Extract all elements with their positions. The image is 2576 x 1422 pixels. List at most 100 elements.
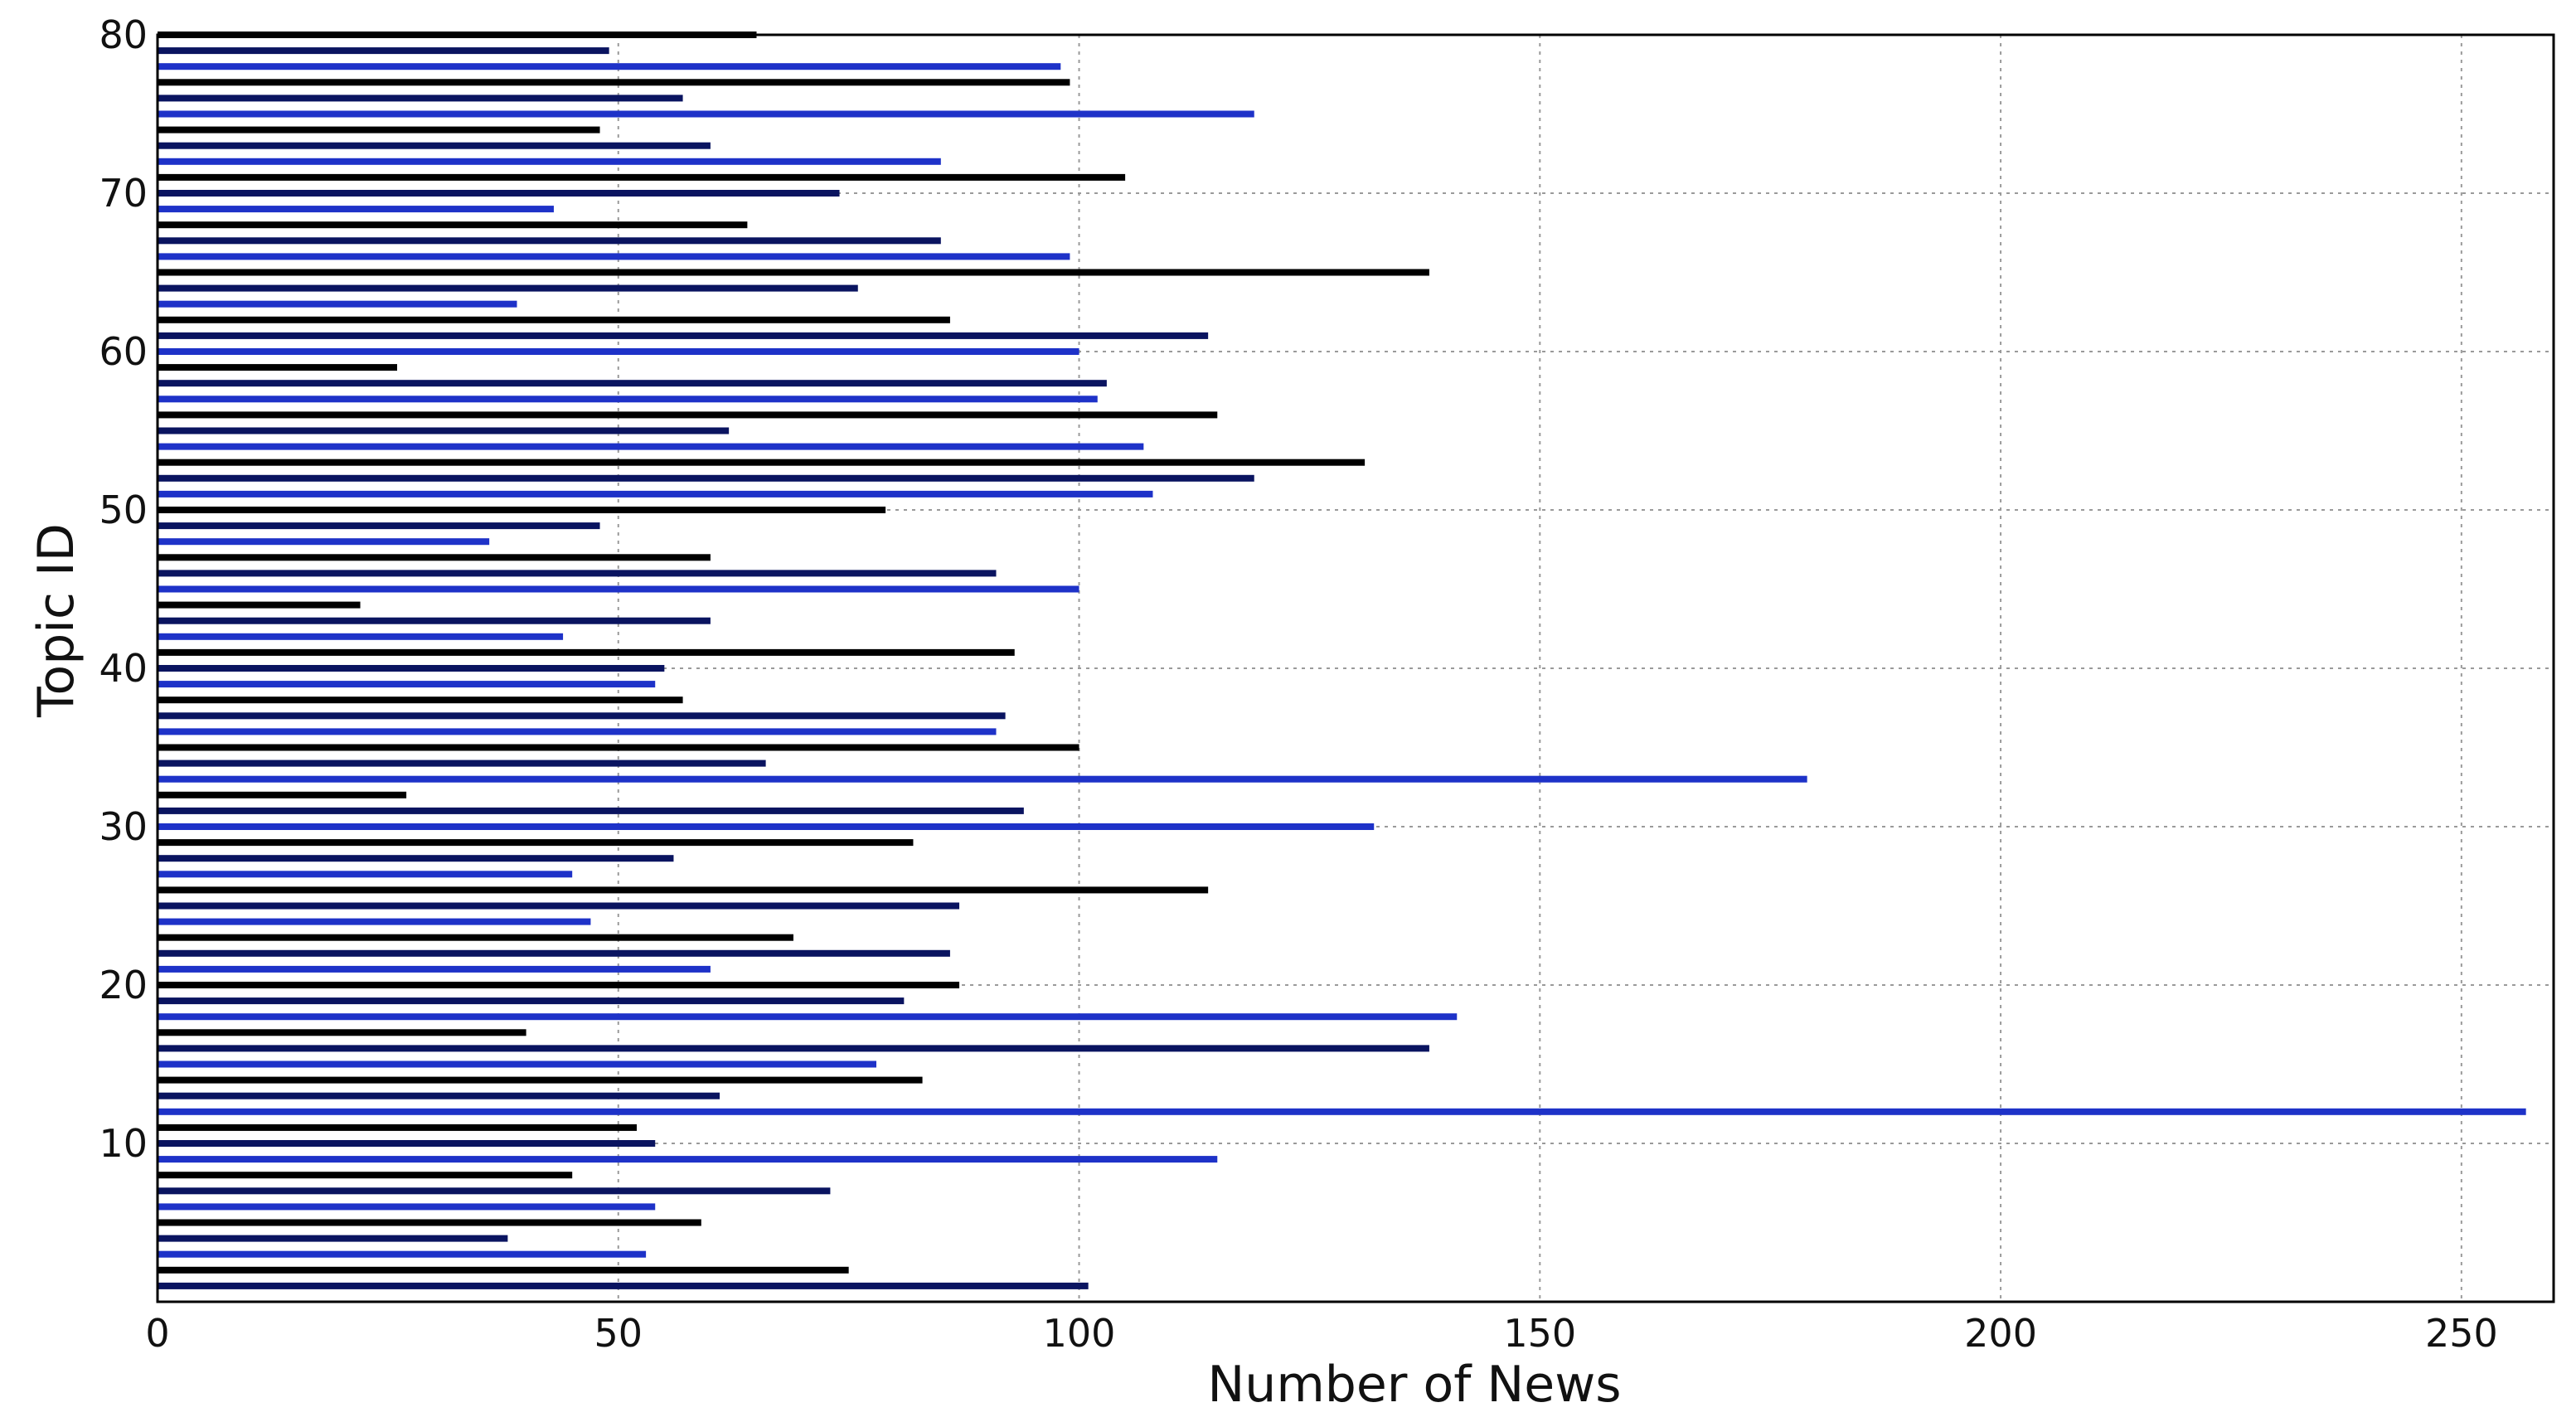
bar-topic-28 — [158, 855, 674, 862]
bar-topic-47 — [158, 554, 711, 561]
bar-topic-1 — [158, 1282, 1089, 1289]
bar-topic-71 — [158, 173, 1126, 181]
bar-topic-29 — [158, 839, 914, 847]
bar-topic-44 — [158, 601, 361, 609]
bar-topic-75 — [158, 110, 1254, 118]
bar-topic-22 — [158, 949, 950, 957]
bar-topic-49 — [158, 522, 600, 530]
bar-topic-79 — [158, 47, 609, 55]
bar-topic-53 — [158, 459, 1366, 466]
x-tick-label: 100 — [1043, 1311, 1116, 1356]
y-tick-label: 30 — [99, 804, 148, 849]
bar-topic-66 — [158, 253, 1070, 260]
bar-topic-6 — [158, 1203, 656, 1211]
plot-frame — [156, 33, 2555, 1303]
y-axis-label: Topic ID — [27, 523, 85, 718]
bar-topic-3 — [158, 1250, 647, 1258]
bar-topic-78 — [158, 63, 1061, 70]
bar-topic-38 — [158, 696, 683, 704]
bar-topic-34 — [158, 760, 766, 767]
bar-topic-54 — [158, 443, 1144, 450]
y-tick-label: 80 — [99, 12, 148, 57]
bar-topic-60 — [158, 347, 1079, 356]
bar-topic-69 — [158, 206, 554, 213]
bar-topic-48 — [158, 538, 490, 546]
bar-topic-45 — [158, 585, 1079, 593]
bar-topic-20 — [158, 981, 960, 989]
y-tick-label: 20 — [99, 963, 148, 1007]
y-tick-label: 40 — [99, 646, 148, 691]
bar-topic-21 — [158, 965, 711, 973]
bar-topic-63 — [158, 300, 517, 308]
bar-topic-9 — [158, 1156, 1218, 1163]
bar-topic-27 — [158, 871, 573, 878]
bar-topic-37 — [158, 712, 1006, 720]
bar-topic-10 — [158, 1139, 656, 1148]
bar-topic-32 — [158, 791, 407, 798]
bar-topic-61 — [158, 332, 1209, 339]
bar-topic-25 — [158, 902, 960, 910]
x-tick-label: 150 — [1503, 1311, 1576, 1356]
bar-series — [158, 31, 2526, 1289]
bar-topic-33 — [158, 775, 1807, 783]
bar-topic-13 — [158, 1092, 720, 1099]
bar-topic-12 — [158, 1108, 2526, 1115]
bar-topic-4 — [158, 1235, 508, 1242]
y-tick-label: 10 — [99, 1121, 148, 1166]
bar-topic-19 — [158, 997, 905, 1005]
bar-topic-26 — [158, 886, 1209, 894]
y-tick-label: 60 — [99, 329, 148, 374]
bar-topic-2 — [158, 1266, 849, 1274]
bar-topic-14 — [158, 1076, 923, 1084]
bar-topic-36 — [158, 728, 997, 735]
bar-topic-68 — [158, 221, 748, 229]
x-tick-labels: 0 50 100 150 200 250 — [145, 1311, 2497, 1356]
bar-topic-17 — [158, 1029, 526, 1036]
x-tick-label: 250 — [2425, 1311, 2498, 1356]
bar-topic-35 — [158, 744, 1079, 751]
bar-topic-11 — [158, 1124, 637, 1131]
bar-topic-65 — [158, 269, 1429, 276]
x-tick-label: 50 — [594, 1311, 643, 1356]
bar-topic-76 — [158, 95, 683, 102]
bar-topic-18 — [158, 1013, 1458, 1021]
bar-topic-23 — [158, 934, 793, 941]
bar-topic-70 — [158, 189, 840, 197]
y-tick-label: 70 — [99, 171, 148, 216]
x-axis-label: Number of News — [1207, 1356, 1621, 1414]
bar-topic-39 — [158, 681, 656, 688]
bar-topic-59 — [158, 364, 397, 371]
y-tick-labels: 10 20 30 40 50 60 70 80 — [99, 12, 148, 1166]
bar-topic-58 — [158, 380, 1107, 387]
bar-topic-64 — [158, 284, 858, 292]
bar-topic-24 — [158, 918, 591, 925]
bar-topic-43 — [158, 617, 711, 624]
bar-topic-57 — [158, 396, 1098, 403]
bar-topic-74 — [158, 126, 600, 133]
bar-topic-51 — [158, 490, 1153, 497]
bar-topic-42 — [158, 633, 564, 640]
bar-topic-15 — [158, 1060, 876, 1068]
bar-topic-56 — [158, 411, 1218, 419]
bar-topic-40 — [158, 664, 665, 672]
bar-topic-30 — [158, 823, 1375, 831]
bar-topic-67 — [158, 237, 941, 245]
bar-topic-62 — [158, 316, 950, 323]
x-tick-label: 0 — [145, 1311, 169, 1356]
bar-topic-7 — [158, 1187, 831, 1195]
bar-topic-52 — [158, 474, 1254, 482]
bar-topic-55 — [158, 427, 730, 434]
bar-topic-5 — [158, 1219, 701, 1226]
bar-topic-8 — [158, 1172, 573, 1179]
bar-topic-16 — [158, 1045, 1429, 1052]
bar-topic-46 — [158, 570, 997, 577]
bar-topic-31 — [158, 807, 1024, 814]
y-tick-label: 50 — [99, 488, 148, 532]
bar-topic-50 — [158, 506, 886, 514]
x-tick-label: 200 — [1964, 1311, 2037, 1356]
bar-topic-73 — [158, 142, 711, 149]
bar-topic-77 — [158, 79, 1070, 86]
bar-topic-72 — [158, 158, 941, 165]
